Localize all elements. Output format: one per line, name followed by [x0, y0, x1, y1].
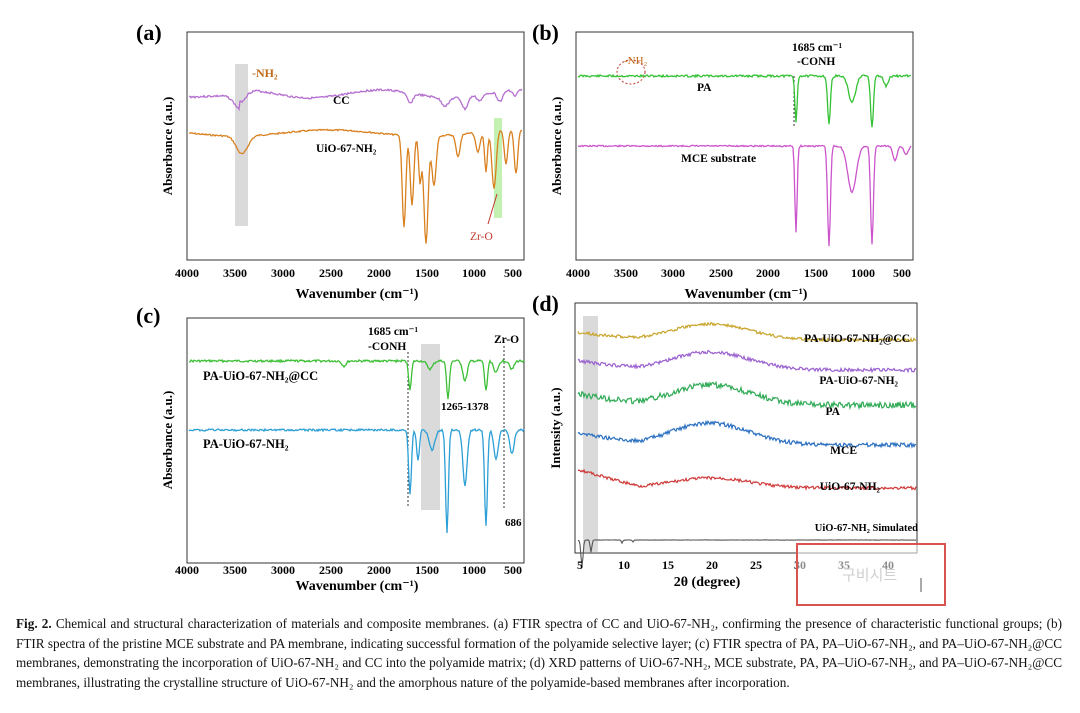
panel-b-series-pa [577, 73, 912, 128]
panel-d-series-simulated [577, 539, 917, 567]
panel-b-ylabel: Absorbance (a.u.) [549, 97, 564, 196]
panel-a-xtick: 2500 [319, 266, 343, 280]
panel-a-annotation-zro: Zr-O [470, 231, 493, 243]
panel-c-series-label-pa-uio: PA-UiO-67-NH₂ [203, 437, 289, 451]
panel-d-series-pa [577, 380, 917, 411]
panel-c-frame [186, 317, 525, 564]
panel-a-xtick: 2000 [367, 266, 391, 280]
panel-b-annotation-conh: -CONH [797, 56, 835, 68]
panel-b-annotation-nh2: -NH₂ [624, 55, 648, 67]
panel-d-series-pa-uio-cc [577, 321, 917, 343]
panel-b-xtick: 3000 [661, 266, 685, 280]
panel-d-series-uio [577, 468, 917, 491]
panel-a-xtick: 3000 [271, 266, 295, 280]
panel-a-ylabel: Absorbance (a.u.) [160, 97, 175, 196]
panel-c-annotation-conh: -CONH [368, 341, 406, 353]
panel-a-xlabel: Wavenumber (cm⁻¹) [296, 287, 419, 302]
panel-c-xtick: 3000 [271, 563, 295, 577]
panel-c-series-label-pa-uio-cc: PA-UiO-67-NH₂@CC [203, 369, 318, 383]
panel-d-xtick: 15 [662, 558, 674, 572]
panel-d-xtick: 25 [750, 558, 762, 572]
panel-a-xtick: 4000 [175, 266, 199, 280]
panel-b-circle-nh2 [616, 59, 646, 85]
panel-a-series-cc [188, 88, 523, 112]
panel-a-series-label-cc: CC [333, 95, 350, 107]
panel-b-xtick: 500 [893, 266, 911, 280]
panel-a-frame [186, 31, 525, 261]
panel-c-xtick: 1000 [462, 563, 486, 577]
panel-d-ylabel: Intensity (a.u.) [548, 387, 563, 468]
panel-d-series-label: UiO-67-NH₂ [820, 481, 881, 493]
panel-d-series-pa-uio [577, 349, 917, 374]
panel-c-series-pa-uio-cc [189, 358, 525, 400]
panel-b-xtick: 3500 [614, 266, 638, 280]
panel-a-series-uio [188, 128, 523, 244]
panel-c-annotation-1685: 1685 cm⁻¹ [368, 326, 418, 338]
panel-c: (c) 1685 cm⁻¹ -CONH Zr-O 1265-1378 686 P… [136, 303, 525, 594]
panel-a-highlight-zro [494, 118, 502, 218]
figure-panels: (a) -NH₂ CC UiO-67-NH₂ Zr-O Absorbance (… [136, 20, 946, 606]
panel-c-highlight-band [421, 344, 440, 510]
panel-d-series-label: MCE [830, 445, 857, 457]
panel-a-xtick: 1000 [462, 266, 486, 280]
panel-d-highlight-band [583, 316, 598, 552]
panel-a-series-label-uio: UiO-67-NH₂ [316, 143, 377, 155]
panel-d-label: (d) [532, 291, 559, 316]
panel-b-annotation-1685: 1685 cm⁻¹ [792, 42, 842, 54]
panel-c-xtick: 2000 [367, 563, 391, 577]
panel-d-xlabel: 2θ (degree) [674, 575, 741, 590]
caption-label: Fig. 2. [16, 616, 52, 631]
panel-c-annotation-686: 686 [505, 517, 522, 529]
panel-b-xtick: 1500 [804, 266, 828, 280]
panel-c-series-pa-uio [188, 427, 525, 534]
panel-b-series-label-mce: MCE substrate [681, 153, 756, 165]
panel-a-xtick: 500 [504, 266, 522, 280]
panel-c-annotation-band: 1265-1378 [441, 401, 489, 413]
panel-b-frame [575, 31, 914, 261]
watermark-text: 구비시트 [842, 566, 897, 584]
panel-b-xtick: 1000 [851, 266, 875, 280]
panel-d-xtick: 10 [618, 558, 630, 572]
panel-b-xtick: 4000 [566, 266, 590, 280]
panel-a-xtick: 1500 [415, 266, 439, 280]
panel-c-xtick: 500 [504, 563, 522, 577]
figure-caption: Fig. 2. Chemical and structural characte… [16, 614, 1062, 692]
panel-d-series-label: UiO-67-NH₂ Simulated [815, 523, 918, 534]
panel-d: (d) PA-UiO-67-NH₂@CC PA-UiO-67-NH₂ PA MC… [532, 291, 946, 606]
watermark-box [796, 543, 946, 606]
panel-a-arrow-zro [487, 193, 498, 225]
panel-d-xtick: 5 [577, 558, 583, 572]
panel-d-xtick: 20 [706, 558, 718, 572]
panel-c-xtick: 4000 [175, 563, 199, 577]
panel-a: (a) -NH₂ CC UiO-67-NH₂ Zr-O Absorbance (… [136, 20, 525, 302]
panel-d-series-label: PA [826, 406, 841, 418]
panel-a-annotation-nh2: -NH₂ [252, 66, 278, 80]
panel-b-xtick: 2500 [709, 266, 733, 280]
panel-d-series-label: PA-UiO-67-NH₂ [819, 375, 898, 387]
panel-b-xtick: 2000 [756, 266, 780, 280]
panel-d-series-mce [577, 419, 917, 449]
caption-text: Chemical and structural characterization… [16, 616, 1062, 690]
panel-c-xtick: 1500 [415, 563, 439, 577]
panel-b-series-mce [577, 144, 912, 247]
panel-c-annotation-zro: Zr-O [494, 334, 519, 346]
panel-c-xtick: 2500 [319, 563, 343, 577]
panel-c-label: (c) [136, 303, 160, 328]
panel-a-label: (a) [136, 20, 162, 45]
panel-d-series-label: PA-UiO-67-NH₂@CC [804, 333, 910, 345]
panel-b-series-label-pa: PA [697, 82, 712, 94]
panel-a-highlight-nh2 [235, 64, 248, 226]
panel-c-xlabel: Wavenumber (cm⁻¹) [296, 579, 419, 594]
panel-d-frame [574, 302, 918, 554]
panel-b-xlabel: Wavenumber (cm⁻¹) [685, 287, 808, 302]
panel-c-ylabel: Absorbance (a.u.) [160, 391, 175, 490]
panel-c-xtick: 3500 [223, 563, 247, 577]
panel-a-xtick: 3500 [223, 266, 247, 280]
panel-b: (b) -NH₂ 1685 cm⁻¹ -CONH PA MCE substrat… [532, 20, 914, 302]
panel-b-label: (b) [532, 20, 559, 45]
